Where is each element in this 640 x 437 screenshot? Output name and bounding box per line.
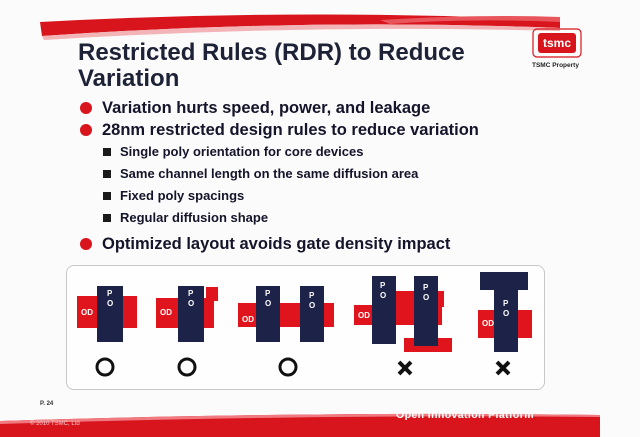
sub-bullet-square xyxy=(103,148,111,156)
layout-example-4: OD P O P O xyxy=(354,276,452,376)
sub-bullet-item: Same channel length on the same diffusio… xyxy=(80,163,479,185)
od-label: OD xyxy=(81,308,93,317)
poly-gate xyxy=(97,286,123,342)
po-label-o: O xyxy=(188,299,194,308)
bad-mark-icon xyxy=(495,360,511,376)
sub-bullet-text: Single poly orientation for core devices xyxy=(120,144,364,159)
po-label-p: P xyxy=(423,283,429,292)
bullet-item: 28nm restricted design rules to reduce v… xyxy=(80,119,479,141)
header-swoosh xyxy=(40,14,560,40)
po-label-o: O xyxy=(265,299,271,308)
layout-example-5: OD P O xyxy=(478,272,532,376)
sub-bullet-square xyxy=(103,170,111,178)
poly-gate xyxy=(494,286,518,352)
po-label-p: P xyxy=(188,289,194,298)
bullet-text: 28nm restricted design rules to reduce v… xyxy=(102,121,479,139)
layout-example-2: OD P O xyxy=(156,286,218,377)
footer-bar xyxy=(0,413,600,437)
ok-mark-icon xyxy=(177,357,197,377)
sub-bullet-text: Regular diffusion shape xyxy=(120,210,269,225)
slide-title-line-1: Restricted Rules (RDR) to Reduce xyxy=(78,39,465,66)
sub-bullet-text: Fixed poly spacings xyxy=(120,188,245,203)
layout-example-1: OD P O xyxy=(77,286,137,377)
ok-mark-icon xyxy=(278,357,298,377)
poly-gate xyxy=(300,286,324,342)
bullet-dot xyxy=(80,102,92,114)
od-label: OD xyxy=(160,308,172,317)
od-label: OD xyxy=(358,311,370,320)
tsmc-logo: tsmc xyxy=(532,28,582,58)
poly-gate xyxy=(414,276,438,346)
od-label: OD xyxy=(482,319,494,328)
bullet-list: Variation hurts speed, power, and leakag… xyxy=(80,97,479,255)
od-label: OD xyxy=(242,315,254,324)
od-diffusion xyxy=(206,287,218,301)
sub-bullet-item: Fixed poly spacings xyxy=(80,185,479,207)
page-number: P. 24 xyxy=(40,401,54,407)
bullet-item: Variation hurts speed, power, and leakag… xyxy=(80,97,479,119)
tsmc-property-label: TSMC Property xyxy=(532,62,579,69)
po-label-p: P xyxy=(380,281,386,290)
poly-gate xyxy=(178,286,204,342)
poly-gate xyxy=(372,276,396,344)
copyright-text: © 2010 TSMC, Ltd xyxy=(30,421,80,427)
tsmc-logo-text: tsmc xyxy=(543,36,571,50)
sub-bullet-item: Regular diffusion shape xyxy=(80,207,479,229)
slide-title: Restricted Rules (RDR) to Reduce Variati… xyxy=(78,40,465,92)
po-label-p: P xyxy=(503,299,509,308)
po-label-o: O xyxy=(107,299,113,308)
po-label-p: P xyxy=(265,289,271,298)
bad-mark-icon xyxy=(397,360,413,376)
po-label-o: O xyxy=(503,309,509,318)
ok-mark-icon xyxy=(95,357,115,377)
bullet-dot xyxy=(80,124,92,136)
sub-bullet-item: Single poly orientation for core devices xyxy=(80,141,479,163)
po-label-p: P xyxy=(107,289,113,298)
po-label-o: O xyxy=(423,293,429,302)
bullet-item: Optimized layout avoids gate density imp… xyxy=(80,233,479,255)
poly-gate xyxy=(256,286,280,342)
sub-bullet-square xyxy=(103,192,111,200)
po-label-o: O xyxy=(309,301,315,310)
bullet-dot xyxy=(80,238,92,250)
bullet-text: Variation hurts speed, power, and leakag… xyxy=(102,99,431,117)
sub-bullet-square xyxy=(103,214,111,222)
layout-example-3: OD P O P O xyxy=(238,286,334,377)
slide-title-line-2: Variation xyxy=(78,65,180,92)
po-label-p: P xyxy=(309,291,315,300)
open-innovation-platform-label: Open Innovation Platform ™ xyxy=(396,409,549,421)
sub-bullet-text: Same channel length on the same diffusio… xyxy=(120,166,419,181)
po-label-o: O xyxy=(380,291,386,300)
poly-gate xyxy=(480,272,528,290)
bullet-text: Optimized layout avoids gate density imp… xyxy=(102,235,451,253)
